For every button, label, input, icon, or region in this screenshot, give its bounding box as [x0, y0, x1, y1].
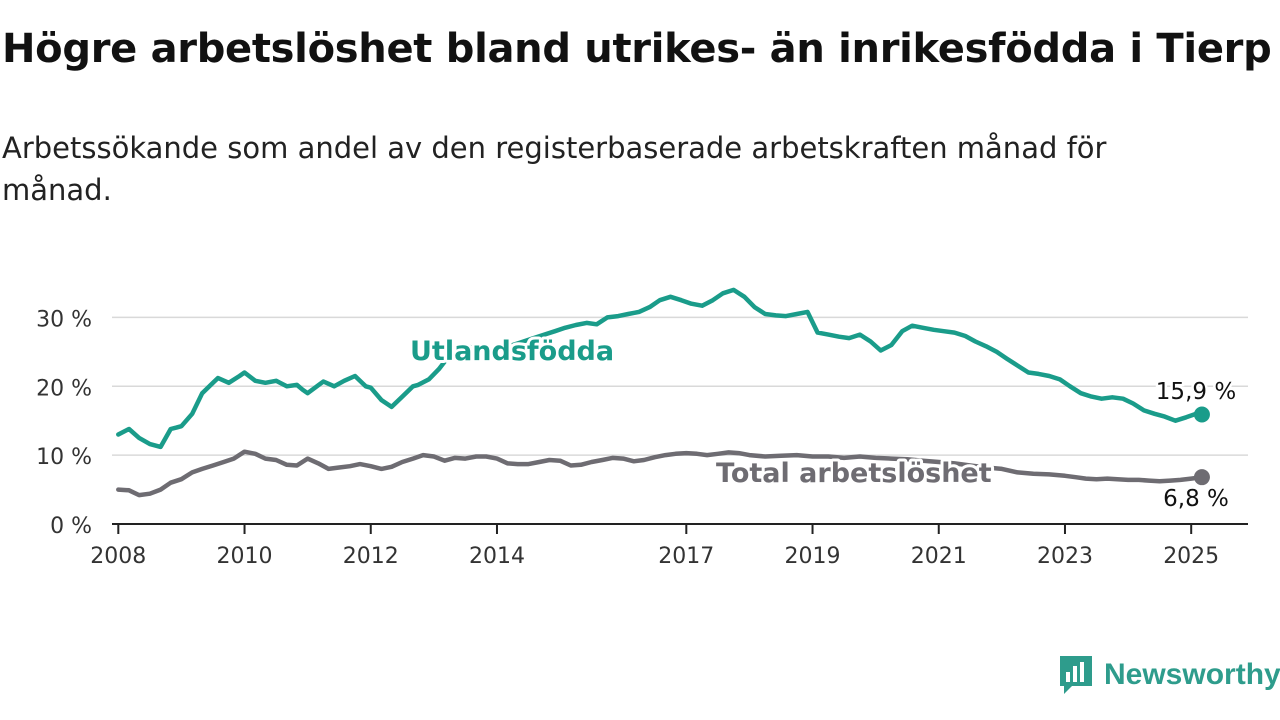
- x-tick-label: 2010: [217, 544, 273, 569]
- brand-name: Newsworthy: [1104, 658, 1280, 691]
- y-tick-label: 30 %: [36, 307, 92, 332]
- x-tick-label: 2021: [911, 544, 967, 569]
- series-labels: Utlandsfödda Total arbetslöshet 15,9 % 6,8 …: [407, 333, 1239, 515]
- series-line-total: [116, 449, 1205, 498]
- series-label-total: Total arbetslöshet: [716, 458, 992, 489]
- x-tick-label: 2017: [658, 544, 714, 569]
- y-tick-label: 20 %: [36, 376, 92, 401]
- end-value-total: 6,8 %: [1163, 486, 1229, 512]
- x-tick-label: 2012: [343, 544, 399, 569]
- y-axis-ticks: 0 % 10 % 20 % 30 %: [36, 307, 92, 539]
- newsworthy-chart-icon: [1060, 656, 1092, 694]
- x-tick-label: 2014: [469, 544, 525, 569]
- newsworthy-logo: Newsworthy: [1058, 654, 1280, 696]
- x-tick-label: 2025: [1163, 544, 1219, 569]
- x-tick-label: 2023: [1037, 544, 1093, 569]
- x-tick-label: 2008: [90, 544, 146, 569]
- y-tick-label: 10 %: [36, 445, 92, 470]
- x-axis-ticks: 2008 2010 2012 2014 2017 2019 2021 2023 2025: [90, 523, 1248, 569]
- chart-title: Högre arbetslöshet bland utrikes- än inr…: [2, 26, 1272, 72]
- y-tick-label: 0 %: [50, 514, 92, 539]
- series-end-point: [1193, 469, 1210, 486]
- series-lines: [116, 287, 1210, 498]
- end-value-utlandsfodda: 15,9 %: [1156, 379, 1236, 405]
- chart-subtitle: Arbetssökande som andel av den registerb…: [2, 131, 1107, 207]
- series-label-utlandsfodda: Utlandsfödda: [410, 336, 614, 367]
- series-line-utlandsfodda: [116, 287, 1205, 450]
- series-end-point: [1193, 406, 1210, 423]
- x-tick-label: 2019: [785, 544, 841, 569]
